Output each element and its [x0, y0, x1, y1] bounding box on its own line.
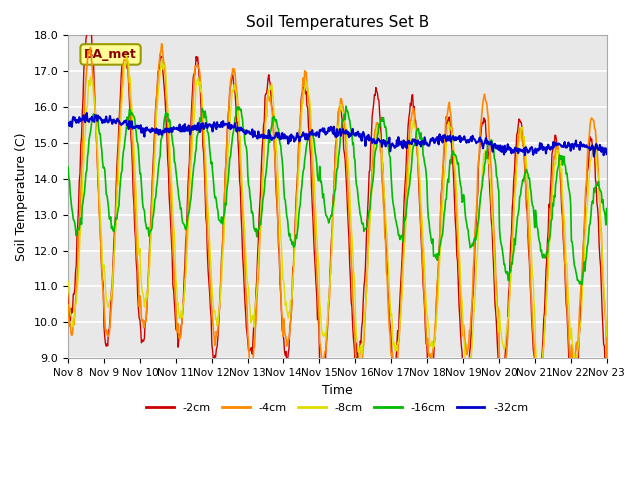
Title: Soil Temperatures Set B: Soil Temperatures Set B: [246, 15, 429, 30]
X-axis label: Time: Time: [322, 384, 353, 396]
Text: BA_met: BA_met: [84, 48, 137, 61]
Legend: -2cm, -4cm, -8cm, -16cm, -32cm: -2cm, -4cm, -8cm, -16cm, -32cm: [141, 398, 533, 417]
Y-axis label: Soil Temperature (C): Soil Temperature (C): [15, 132, 28, 261]
